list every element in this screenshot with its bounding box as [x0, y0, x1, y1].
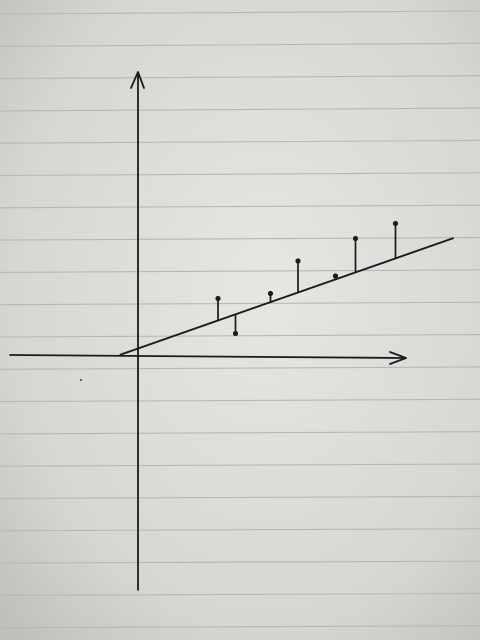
data-point — [392, 220, 399, 227]
ruled-line — [0, 560, 480, 564]
ruled-line — [0, 366, 480, 370]
data-point — [352, 235, 359, 242]
axes — [9, 71, 407, 591]
ruled-line — [0, 463, 480, 467]
ruled-line — [0, 204, 480, 209]
ruled-line — [0, 495, 480, 500]
ruled-line — [0, 42, 480, 47]
data-point — [215, 295, 221, 302]
ruled-lines — [0, 10, 480, 629]
x-axis-line — [9, 354, 405, 359]
ruled-line — [0, 528, 480, 532]
regression-line-layer — [119, 237, 454, 356]
ruled-line — [0, 592, 480, 596]
pen-speck — [79, 378, 83, 382]
y-axis-arrowhead — [130, 71, 145, 89]
ruled-line — [0, 10, 480, 15]
x-axis-arrowhead — [389, 351, 407, 365]
ruled-line — [0, 269, 480, 273]
data-point — [232, 330, 239, 337]
ruled-line — [0, 107, 480, 112]
ruled-line — [0, 431, 480, 435]
ruled-line — [0, 172, 480, 177]
ruled-line — [0, 75, 480, 80]
data-points-layer — [215, 220, 399, 337]
data-point — [267, 290, 274, 297]
data-point — [332, 273, 339, 279]
ruled-line — [0, 625, 480, 629]
ruled-line — [0, 334, 480, 338]
data-point — [295, 258, 301, 264]
ruled-line — [0, 236, 480, 241]
ruled-line — [0, 139, 480, 144]
ruled-line — [0, 398, 480, 403]
ruled-line — [0, 301, 480, 306]
regression-line — [119, 237, 454, 356]
